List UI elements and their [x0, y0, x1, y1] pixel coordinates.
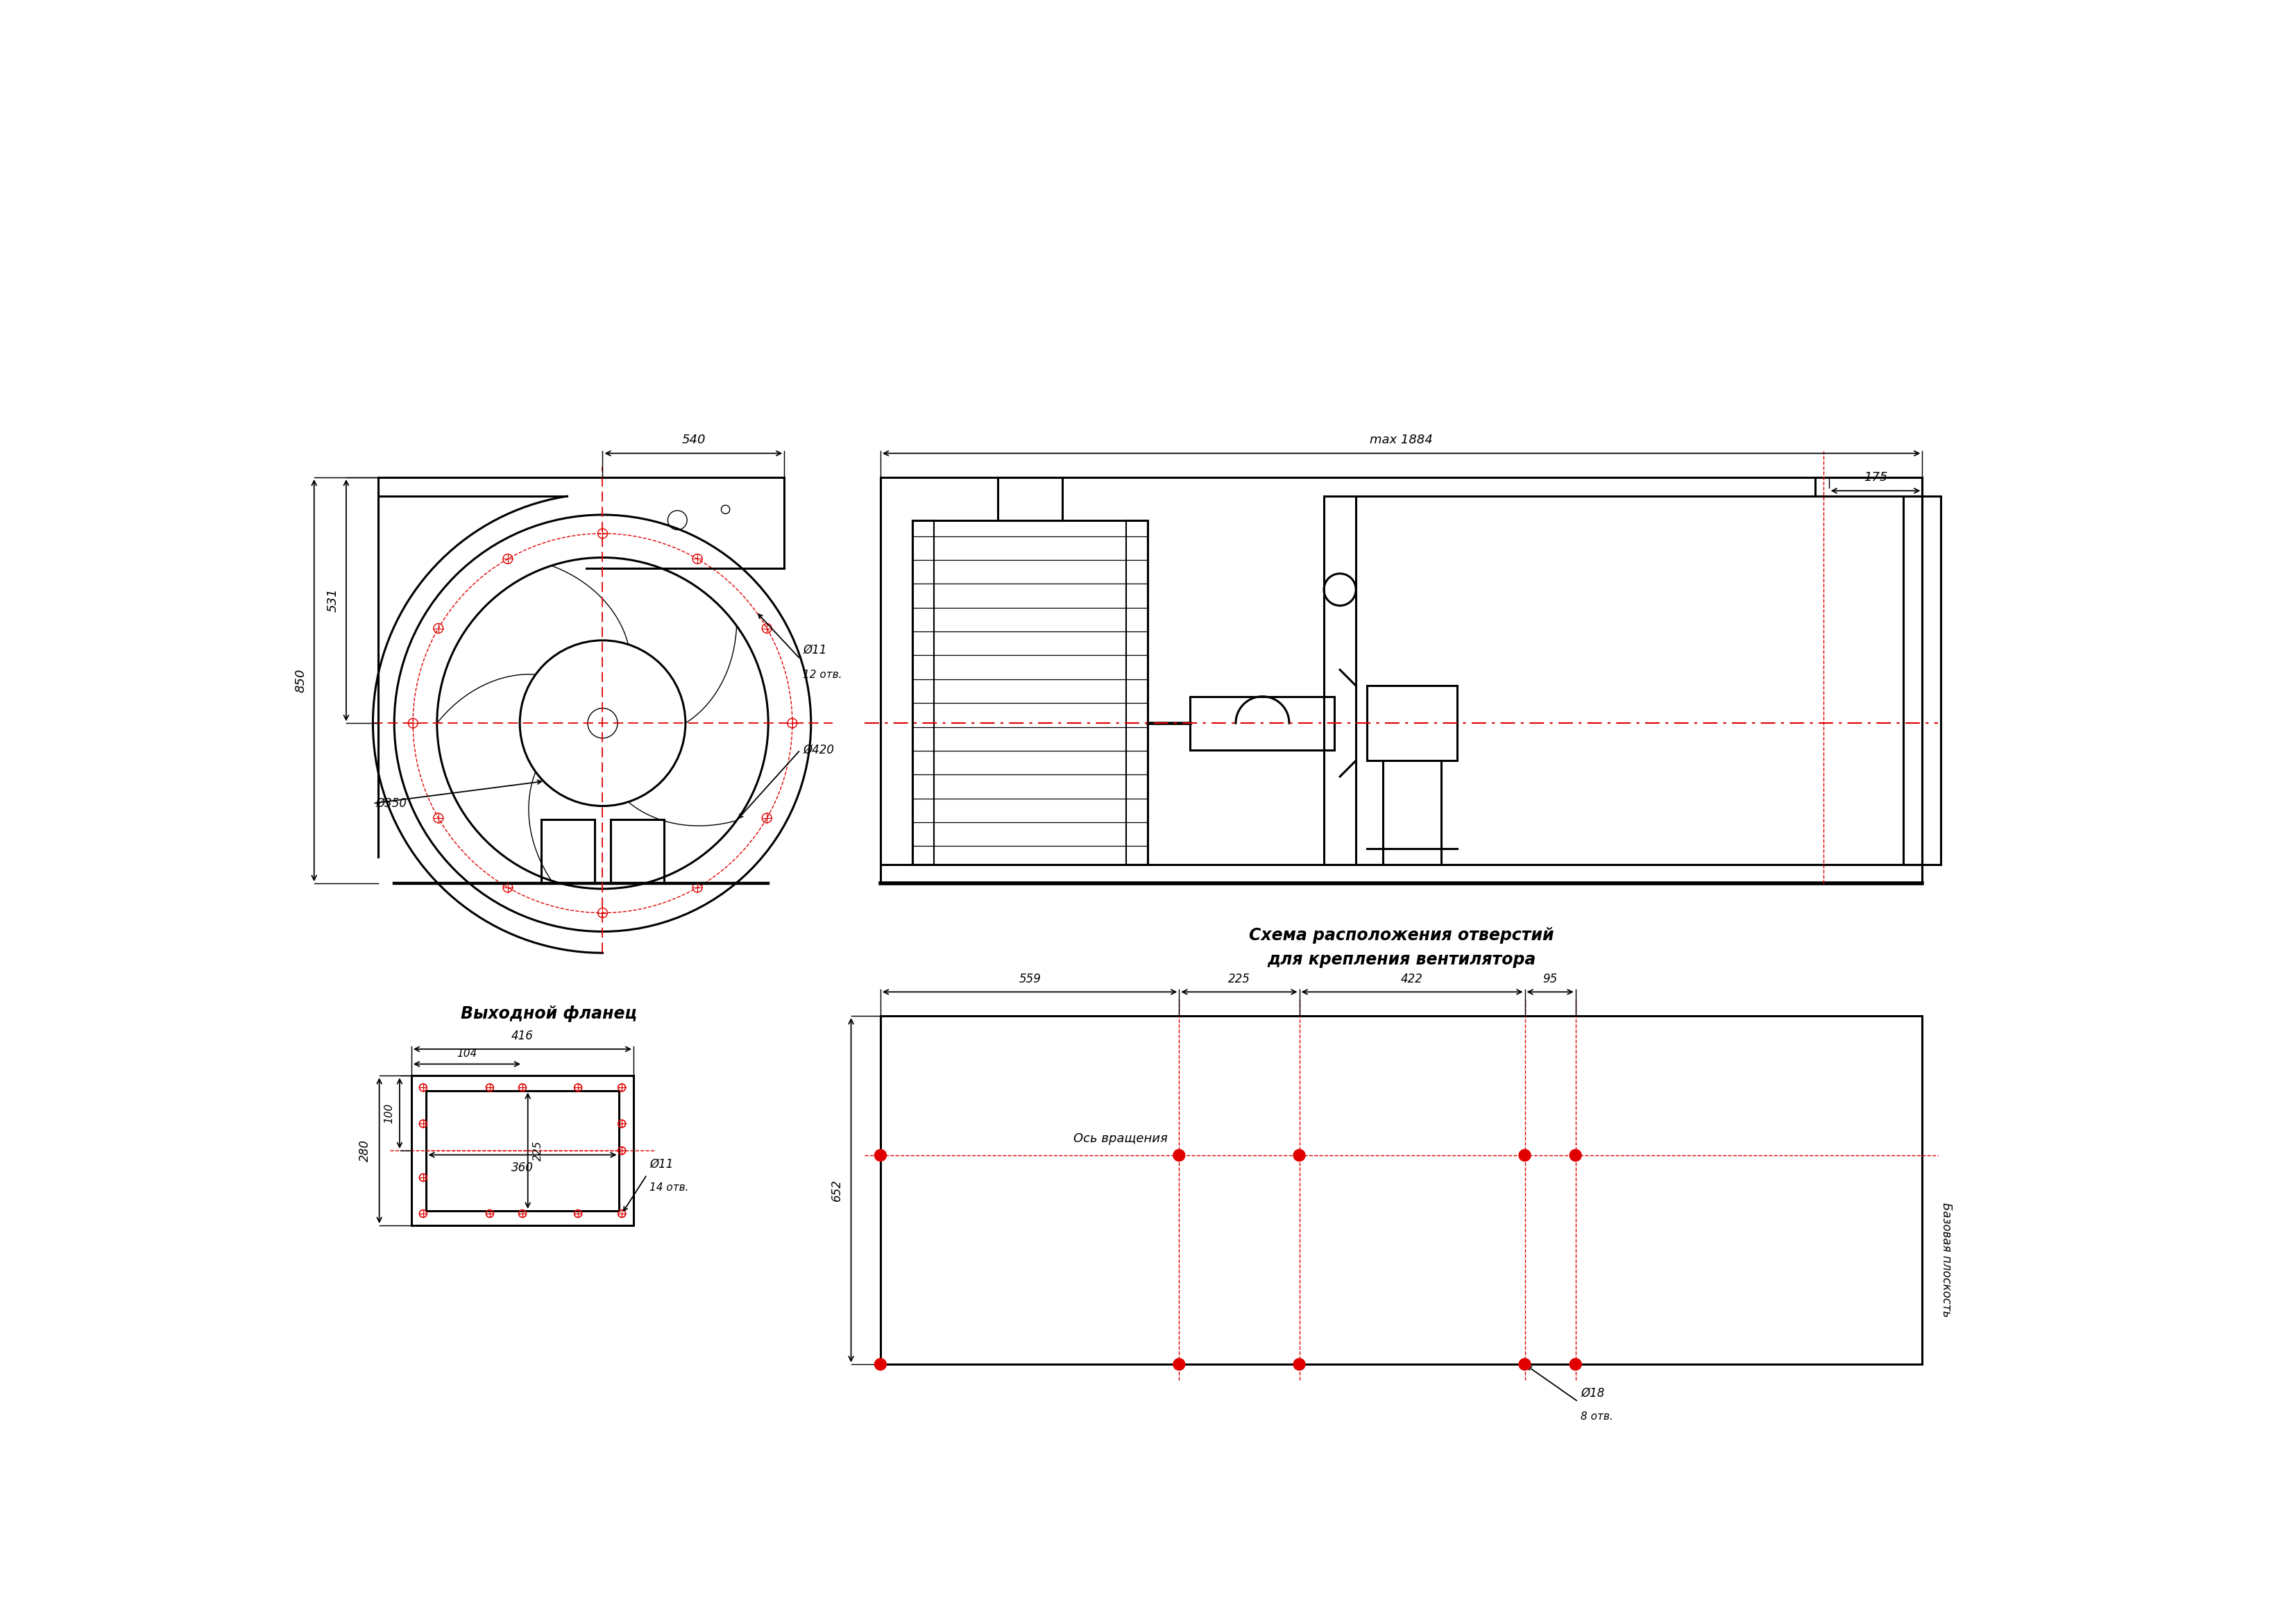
Circle shape — [1293, 1149, 1304, 1160]
Text: 559: 559 — [1019, 972, 1040, 985]
Circle shape — [1520, 1358, 1531, 1370]
Text: 12 отв.: 12 отв. — [804, 670, 843, 680]
Text: Выходной фланец: Выходной фланец — [461, 1006, 638, 1022]
Bar — [411, 1076, 634, 1225]
Text: 280: 280 — [358, 1139, 372, 1162]
Text: 850: 850 — [294, 669, 308, 693]
Bar — [427, 1091, 618, 1211]
Text: max 1884: max 1884 — [1371, 433, 1433, 446]
Text: 100: 100 — [383, 1104, 395, 1123]
Bar — [999, 477, 1063, 519]
Text: 8 отв.: 8 отв. — [1582, 1412, 1614, 1422]
Text: Ø11: Ø11 — [650, 1157, 673, 1170]
Bar — [1127, 519, 1148, 865]
Text: для крепления вентилятора: для крепления вентилятора — [1267, 951, 1536, 967]
Text: 422: 422 — [1401, 972, 1424, 985]
Bar — [1325, 497, 1922, 865]
Text: 175: 175 — [1864, 471, 1887, 484]
Bar — [912, 519, 1148, 865]
Text: 225: 225 — [533, 1141, 544, 1160]
Text: 225: 225 — [1228, 972, 1251, 985]
Circle shape — [1173, 1149, 1185, 1160]
Text: 416: 416 — [512, 1029, 533, 1042]
Text: Базовая плоскость: Базовая плоскость — [1940, 1203, 1952, 1318]
Bar — [1189, 696, 1334, 750]
Text: Ø18: Ø18 — [1582, 1386, 1605, 1399]
Circle shape — [1293, 1358, 1304, 1370]
Text: 360: 360 — [512, 1162, 533, 1175]
Text: Ø350: Ø350 — [377, 797, 406, 810]
Circle shape — [1570, 1149, 1582, 1160]
Circle shape — [1173, 1358, 1185, 1370]
Text: 540: 540 — [682, 433, 705, 446]
Text: Ось вращения: Ось вращения — [1075, 1133, 1169, 1144]
Text: 531: 531 — [326, 588, 340, 612]
Text: 104: 104 — [457, 1048, 478, 1058]
Bar — [912, 519, 934, 865]
Text: Ø11: Ø11 — [804, 644, 827, 656]
Circle shape — [875, 1149, 886, 1160]
Circle shape — [875, 1358, 886, 1370]
Circle shape — [1570, 1358, 1582, 1370]
Bar — [1903, 497, 1940, 865]
Circle shape — [1520, 1149, 1531, 1160]
Text: 14 отв.: 14 отв. — [650, 1183, 689, 1193]
Bar — [879, 1016, 1922, 1365]
Text: 95: 95 — [1543, 972, 1557, 985]
Text: 652: 652 — [831, 1178, 843, 1201]
Bar — [1366, 687, 1458, 761]
Text: Ø420: Ø420 — [804, 743, 833, 756]
Text: Схема расположения отверстий: Схема расположения отверстий — [1249, 927, 1554, 945]
